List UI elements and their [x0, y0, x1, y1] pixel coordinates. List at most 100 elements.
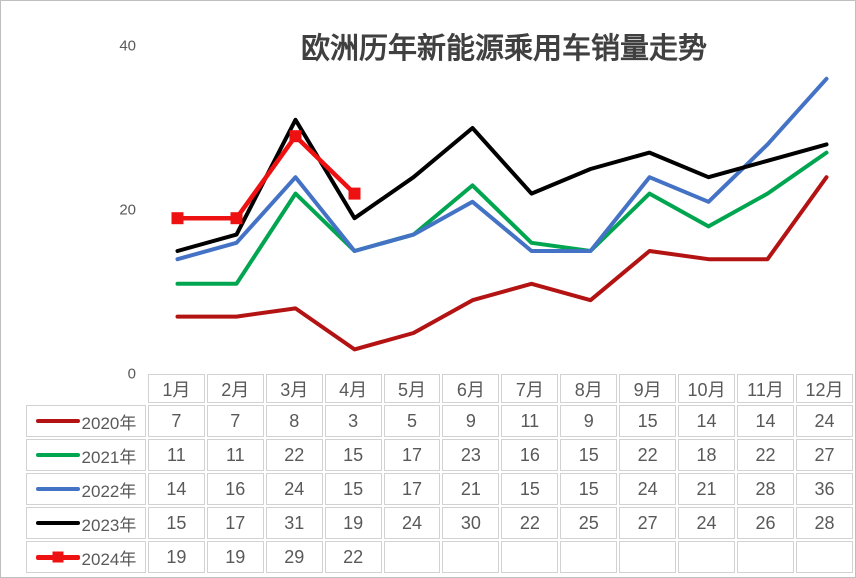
- series-line-2021年: [175, 150, 829, 286]
- value-cell: 9: [442, 405, 500, 437]
- y-tick-label: 20: [119, 201, 136, 219]
- value-cell: 24: [265, 473, 323, 505]
- value-cell: 24: [619, 473, 677, 505]
- value-cell: 15: [560, 439, 618, 471]
- value-cell: 24: [678, 507, 736, 539]
- table-corner-cell: [26, 374, 146, 403]
- series-line-2024年: [175, 133, 357, 221]
- legend-line-swatch: [35, 521, 80, 525]
- legend-label: 2022年: [81, 481, 137, 501]
- value-cell: 21: [442, 473, 500, 505]
- value-cell: 7: [147, 405, 205, 437]
- month-header: 10月: [678, 374, 736, 403]
- value-cell: 14: [737, 405, 794, 437]
- month-header: 1月: [147, 374, 205, 403]
- value-cell: 17: [206, 507, 264, 539]
- value-cell: 16: [206, 473, 264, 505]
- table-row: 2021年 11 11 22 15 17 23 16 15 22 18 22 27: [26, 439, 853, 471]
- month-header: 2月: [206, 374, 264, 403]
- series-line-2020年: [175, 175, 829, 352]
- legend-label: 2024年: [81, 549, 137, 569]
- value-cell: 9: [560, 405, 618, 437]
- y-tick-label: 40: [119, 37, 136, 55]
- month-header: 12月: [795, 374, 853, 403]
- value-cell: [678, 541, 736, 573]
- month-header: 3月: [265, 374, 323, 403]
- table-row: 2020年 7 7 8 3 5 9 11 9 15 14 14 24: [26, 405, 853, 437]
- legend-cell: 2023年: [26, 507, 146, 539]
- value-cell: 15: [324, 473, 382, 505]
- value-cell: [795, 541, 853, 573]
- value-cell: 17: [383, 473, 441, 505]
- month-header: 11月: [737, 374, 794, 403]
- value-cell: 31: [265, 507, 323, 539]
- value-cell: 22: [324, 541, 382, 573]
- value-cell: 17: [383, 439, 441, 471]
- month-header: 8月: [560, 374, 618, 403]
- value-cell: 21: [678, 473, 736, 505]
- value-cell: 27: [619, 507, 677, 539]
- value-cell: 26: [737, 507, 794, 539]
- value-cell: 19: [324, 507, 382, 539]
- value-cell: 11: [147, 439, 205, 471]
- value-cell: 7: [206, 405, 264, 437]
- legend-line-swatch: [35, 487, 80, 491]
- value-cell: 22: [619, 439, 677, 471]
- value-cell: 15: [560, 473, 618, 505]
- series-marker-2024年: [289, 130, 302, 143]
- value-cell: 11: [501, 405, 559, 437]
- value-cell: 5: [383, 405, 441, 437]
- value-cell: 22: [265, 439, 323, 471]
- value-cell: 28: [795, 507, 853, 539]
- table-row: 2023年 15 17 31 19 24 30 22 25 27 24 26 28: [26, 507, 853, 539]
- series-marker-2024年: [230, 212, 243, 225]
- value-cell: [383, 541, 441, 573]
- value-cell: 29: [265, 541, 323, 573]
- value-cell: 14: [678, 405, 736, 437]
- y-tick-label: 0: [127, 365, 136, 383]
- legend-cell: 2020年: [26, 405, 146, 437]
- value-cell: 19: [147, 541, 205, 573]
- value-cell: [619, 541, 677, 573]
- value-cell: 3: [324, 405, 382, 437]
- legend-line-swatch: [35, 419, 80, 423]
- value-cell: 25: [560, 507, 618, 539]
- month-header: 4月: [324, 374, 382, 403]
- table-row: 2022年 14 16 24 15 17 21 15 15 24 21 28 36: [26, 473, 853, 505]
- series-marker-2024年: [171, 212, 184, 225]
- series-line-2022年: [175, 76, 829, 262]
- legend-line-swatch: [35, 551, 80, 563]
- legend-label: 2020年: [81, 413, 137, 433]
- value-cell: 16: [501, 439, 559, 471]
- legend-label: 2023年: [81, 515, 137, 535]
- legend-label: 2021年: [81, 447, 137, 467]
- value-cell: 24: [795, 405, 853, 437]
- series-line-2023年: [175, 117, 829, 253]
- legend-square-marker-icon: [52, 551, 64, 563]
- value-cell: 28: [737, 473, 794, 505]
- value-cell: 14: [147, 473, 205, 505]
- value-cell: 22: [737, 439, 794, 471]
- value-cell: 8: [265, 405, 323, 437]
- value-cell: [560, 541, 618, 573]
- chart-title: 欧洲历年新能源乘用车销量走势: [300, 33, 707, 65]
- value-cell: 15: [501, 473, 559, 505]
- value-cell: 19: [206, 541, 264, 573]
- value-cell: 15: [147, 507, 205, 539]
- value-cell: 15: [619, 405, 677, 437]
- value-cell: [501, 541, 559, 573]
- legend-line-swatch: [35, 453, 80, 457]
- value-cell: [737, 541, 794, 573]
- month-header: 9月: [619, 374, 677, 403]
- data-table: 1月 2月 3月 4月 5月 6月 7月 8月 9月 10月 11月 12月 2020年 7 7 8 3 5 9 1…: [24, 372, 855, 575]
- series-marker-2024年: [348, 187, 361, 200]
- month-header: 6月: [442, 374, 500, 403]
- table-row: 2024年 19 19 29 22: [26, 541, 853, 573]
- value-cell: 30: [442, 507, 500, 539]
- month-header: 7月: [501, 374, 559, 403]
- table-header-row: 1月 2月 3月 4月 5月 6月 7月 8月 9月 10月 11月 12月: [26, 374, 853, 403]
- legend-cell: 2022年: [26, 473, 146, 505]
- value-cell: 18: [678, 439, 736, 471]
